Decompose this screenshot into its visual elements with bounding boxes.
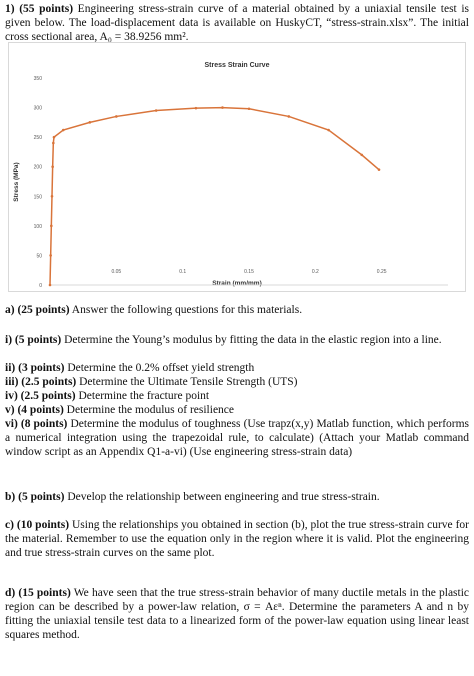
section-label: i) (5, 334, 13, 346)
section: ii) (3 points) Determine the 0.2% offset… (5, 361, 469, 375)
section: v) (4 points) Determine the modulus of r… (5, 403, 469, 417)
points: (55 points) (19, 3, 74, 15)
section-points: (10 points) (16, 519, 70, 531)
data-point (221, 106, 224, 109)
data-point (287, 115, 291, 118)
data-point (247, 107, 251, 111)
x-tick-label: 0.15 (244, 269, 254, 275)
section-label: c) (5, 519, 14, 531)
section-text: Determine the modulus of resilience (66, 404, 235, 416)
y-tick-label: 300 (34, 106, 43, 112)
section-label: iv) (5, 390, 18, 402)
chart-title: Stress Strain Curve (205, 62, 270, 69)
x-tick-label: 0.25 (377, 269, 387, 275)
data-point (50, 224, 53, 228)
x-tick-label: 0.05 (111, 269, 121, 275)
problem-number: 1) (5, 3, 15, 15)
intro: 1) (55 points) Engineering stress-strain… (5, 2, 469, 44)
data-point (194, 106, 198, 110)
section-points: (8 points) (20, 418, 68, 430)
y-tick-label: 350 (34, 76, 43, 82)
y-tick-label: 250 (34, 135, 43, 141)
section: iv) (2.5 points) Determine the fracture … (5, 389, 469, 403)
section-label: d) (5, 587, 16, 599)
section-text: Develop the relationship between enginee… (67, 491, 380, 503)
section: c) (10 points) Using the relationships y… (5, 518, 469, 560)
section: d) (15 points) We have seen that the tru… (5, 586, 469, 642)
data-point (327, 128, 330, 132)
data-point (52, 141, 55, 145)
section: a) (25 points) Answer the following ques… (5, 303, 469, 317)
y-tick-label: 100 (34, 224, 43, 230)
data-point (88, 121, 92, 124)
section-text: We have seen that the true stress-strain… (5, 587, 470, 641)
section-points: (15 points) (18, 587, 71, 599)
section-text: Determine the fracture point (78, 390, 210, 402)
section-label: ii) (5, 362, 16, 374)
section: i) (5 points) Determine the Young’s modu… (5, 333, 469, 347)
section-points: (5 points) (18, 491, 65, 503)
data-point (48, 283, 52, 287)
section-points: (4 points) (17, 404, 64, 416)
section-text: Determine the Young’s modulus by fitting… (64, 334, 442, 346)
section-text: Using the relationships you obtained in … (5, 519, 469, 559)
x-tick-label: 0.2 (312, 269, 319, 275)
y-tick-label: 150 (34, 194, 43, 200)
x-tick-label: 0.1 (179, 269, 186, 275)
section-text: Determine the 0.2% offset yield strength (67, 362, 255, 374)
section-text: Determine the modulus of toughness (Use … (5, 418, 470, 458)
data-point (50, 194, 54, 198)
section-label: iii) (5, 376, 19, 388)
y-axis-label: Stress (MPa) (13, 162, 20, 201)
section-points: (25 points) (17, 304, 70, 316)
y-tick-label: 200 (34, 165, 43, 171)
data-point (377, 168, 381, 171)
data-point (360, 153, 364, 157)
chart: Stress Strain Curve Stress (MPa) Strain (m… (8, 42, 466, 292)
section-points: (3 points) (18, 362, 65, 374)
data-point (154, 109, 158, 112)
section-label: b) (5, 491, 16, 503)
data-point (61, 128, 65, 132)
y-tick-label: 50 (36, 253, 42, 259)
data-point (115, 115, 118, 118)
section-label: vi) (5, 418, 18, 430)
y-tick-label: 0 (39, 283, 42, 289)
section-label: a) (5, 304, 15, 316)
series-line (49, 106, 380, 286)
section-text: Answer the following questions for this … (71, 304, 303, 316)
text: Engineering stress-strain curve of a mat… (5, 3, 470, 43)
section-label: v) (5, 404, 15, 416)
section: iii) (2.5 points) Determine the Ultimate… (5, 375, 469, 389)
section-points: (2.5 points) (20, 390, 76, 402)
section: b) (5 points) Develop the relationship b… (5, 490, 469, 504)
data-point (51, 165, 54, 169)
section: vi) (8 points) Determine the modulus of … (5, 417, 469, 459)
data-point (52, 135, 56, 139)
section-points: (2.5 points) (21, 376, 77, 388)
section-points: (5 points) (14, 334, 62, 346)
chart-frame (8, 42, 466, 292)
x-axis-label: Strain (mm/mm) (212, 280, 261, 287)
data-point (49, 254, 52, 257)
section-text: Determine the Ultimate Tensile Strength … (79, 376, 298, 388)
